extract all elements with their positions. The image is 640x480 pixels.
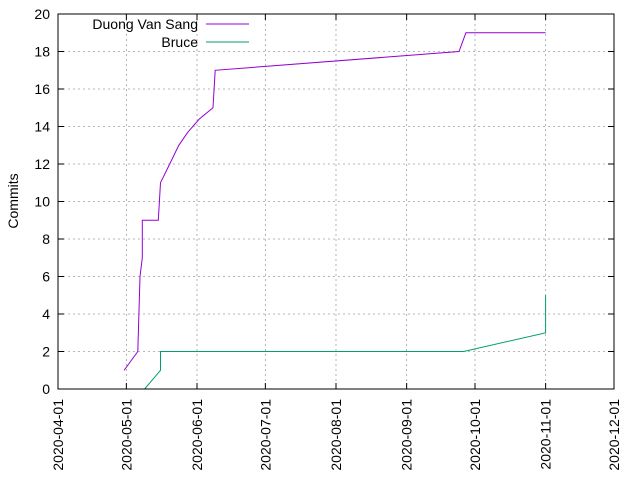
series-line [144, 295, 547, 390]
x-tick-label: 2020-06-01 [189, 399, 205, 471]
axis-ticks: 0 2 4 6 8 10 12 14 16 18 20 2020-04-01 2020-05-01 202… [34, 6, 622, 471]
y-axis-label: Commits [5, 173, 21, 228]
x-tick-label: 2020-07-01 [257, 399, 273, 471]
x-tick-label: 2020-12-01 [606, 399, 622, 471]
legend-label: Bruce [161, 34, 198, 50]
y-tick-label: 12 [34, 156, 50, 172]
x-tick-label: 2020-10-01 [467, 399, 483, 471]
y-tick-label: 6 [42, 269, 50, 285]
legend-label: Duong Van Sang [92, 16, 198, 32]
y-tick-label: 20 [34, 6, 50, 22]
x-tick-label: 2020-09-01 [399, 399, 415, 471]
y-tick-label: 4 [42, 306, 50, 322]
y-tick-label: 2 [42, 344, 50, 360]
y-tick-label: 0 [42, 381, 50, 397]
y-tick-label: 18 [34, 44, 50, 60]
y-tick-label: 10 [34, 194, 50, 210]
x-tick-label: 2020-05-01 [118, 399, 134, 471]
x-tick-label: 2020-04-01 [50, 399, 66, 471]
series-lines [123, 32, 547, 390]
legend: Duong Van Sang Bruce [92, 16, 249, 50]
gridlines [58, 14, 614, 389]
y-tick-label: 16 [34, 81, 50, 97]
y-tick-label: 14 [34, 119, 50, 135]
x-tick-label: 2020-11-01 [538, 399, 554, 470]
series-line [123, 32, 546, 371]
y-tick-label: 8 [42, 231, 50, 247]
x-tick-label: 2020-08-01 [328, 399, 344, 471]
